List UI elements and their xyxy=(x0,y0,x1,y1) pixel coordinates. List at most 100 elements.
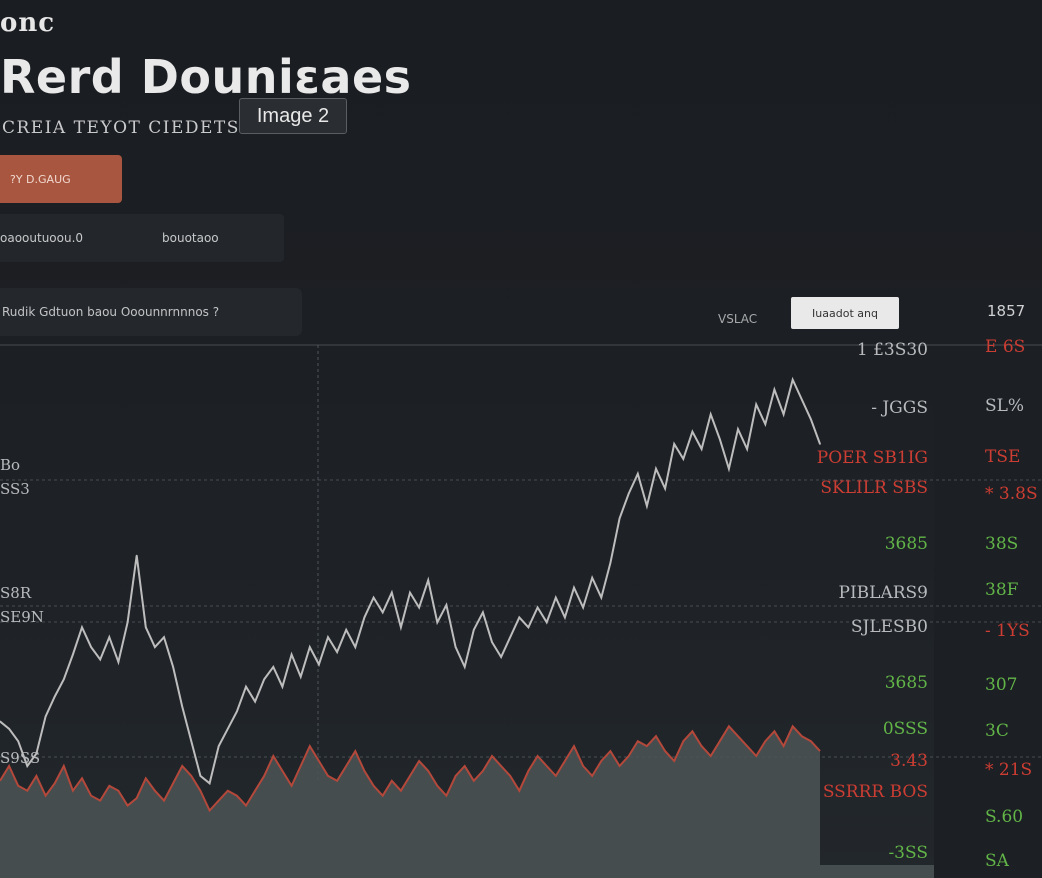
data-point xyxy=(281,685,284,688)
side-value: SA xyxy=(985,851,1010,871)
data-point xyxy=(299,676,302,678)
data-point xyxy=(63,678,65,681)
page-title: Rerd Douniɛaes xyxy=(0,50,412,104)
search-text: Rudik Gdtuon baou Ooounnrnnnos ? xyxy=(2,305,220,319)
data-point xyxy=(208,782,211,785)
data-point xyxy=(491,641,493,643)
data-point xyxy=(764,423,767,426)
data-point xyxy=(400,626,402,629)
data-point xyxy=(782,413,785,416)
data-point xyxy=(454,646,457,648)
data-point xyxy=(17,740,20,742)
data-point xyxy=(637,473,639,475)
data-point xyxy=(99,658,101,661)
data-point xyxy=(217,745,220,747)
data-point xyxy=(700,448,703,450)
data-point xyxy=(372,596,375,599)
data-point xyxy=(728,468,730,470)
data-point xyxy=(791,378,794,381)
data-point xyxy=(381,611,384,614)
right-axis-label: 3685 xyxy=(885,673,928,693)
data-point xyxy=(409,591,411,594)
data-point xyxy=(135,554,138,557)
data-point xyxy=(536,606,539,609)
data-point xyxy=(327,636,329,638)
data-point xyxy=(172,666,174,668)
data-point xyxy=(418,606,420,609)
data-point xyxy=(509,636,512,638)
data-point xyxy=(53,695,56,698)
data-point xyxy=(236,710,238,713)
data-point xyxy=(108,636,111,638)
data-point xyxy=(26,765,29,767)
tab-bar: oaooutuoou.0 bouotaoo xyxy=(0,214,284,262)
data-point xyxy=(527,626,530,629)
series-price-line xyxy=(0,376,821,786)
data-point xyxy=(445,604,448,606)
left-axis-label: S8R xyxy=(0,584,32,602)
side-value: S.60 xyxy=(985,807,1023,827)
data-point xyxy=(582,606,584,609)
data-point xyxy=(436,621,439,624)
tab-second[interactable]: bouotaoo xyxy=(162,231,219,245)
data-point xyxy=(90,646,92,648)
left-axis-label: SS3 xyxy=(0,480,30,498)
data-point xyxy=(482,611,484,614)
data-point xyxy=(555,596,557,599)
right-axis-label: 1 £3S30 xyxy=(857,340,928,360)
data-point xyxy=(254,700,256,703)
data-point xyxy=(8,728,10,730)
data-point xyxy=(145,626,147,629)
data-point xyxy=(463,666,466,668)
right-axis-label: SJLESB0 xyxy=(851,617,928,637)
data-point xyxy=(691,430,694,433)
series-area-fill xyxy=(0,726,934,878)
data-point xyxy=(318,663,320,666)
data-point xyxy=(737,428,739,431)
right-axis-label: - JGGS xyxy=(871,398,928,418)
side-value: 38F xyxy=(985,580,1019,600)
data-point xyxy=(591,577,593,579)
data-point xyxy=(773,388,776,391)
data-point xyxy=(618,517,621,520)
data-point xyxy=(272,666,275,668)
right-axis-label: 0SSS xyxy=(883,719,928,739)
brand-logo: onc xyxy=(0,8,56,38)
right-axis-label: PIBLARS9 xyxy=(839,583,928,603)
tab-first[interactable]: oaooutuoou.0 xyxy=(0,231,84,245)
data-point xyxy=(600,596,603,599)
data-point xyxy=(336,651,338,653)
data-point xyxy=(755,403,757,406)
series-area-line xyxy=(0,724,821,813)
data-point xyxy=(35,752,38,755)
right-axis-label: 3.43 xyxy=(890,751,928,771)
side-value: 38S xyxy=(985,534,1018,554)
search-input[interactable]: Rudik Gdtuon baou Ooounnrnnnos ? xyxy=(0,288,302,336)
data-point xyxy=(746,448,748,450)
data-point xyxy=(427,579,430,581)
data-point xyxy=(545,621,548,624)
data-point xyxy=(126,621,129,624)
side-values-panel xyxy=(934,340,1042,878)
data-point xyxy=(0,720,1,723)
data-point xyxy=(655,468,657,470)
data-point xyxy=(181,705,183,708)
page-subtitle: CREIA TEYOT CIEDETS xyxy=(2,118,240,138)
data-point xyxy=(44,715,47,718)
side-value: E 6S xyxy=(985,337,1025,357)
data-point xyxy=(664,487,666,490)
image-tooltip: Image 2 xyxy=(239,98,347,134)
chart-top-pill-button[interactable]: Iuaadot anq xyxy=(791,297,899,329)
data-point xyxy=(810,418,812,421)
data-point xyxy=(518,616,521,619)
primary-button[interactable]: ?Y D.GAUG xyxy=(0,155,122,203)
data-point xyxy=(709,413,712,416)
top-right-value: 1857 xyxy=(987,302,1026,320)
data-point xyxy=(81,626,83,629)
left-axis-label: Bo xyxy=(0,456,20,474)
data-point xyxy=(673,443,675,445)
side-value: 307 xyxy=(985,675,1017,695)
side-value: - 1YS xyxy=(985,621,1030,641)
